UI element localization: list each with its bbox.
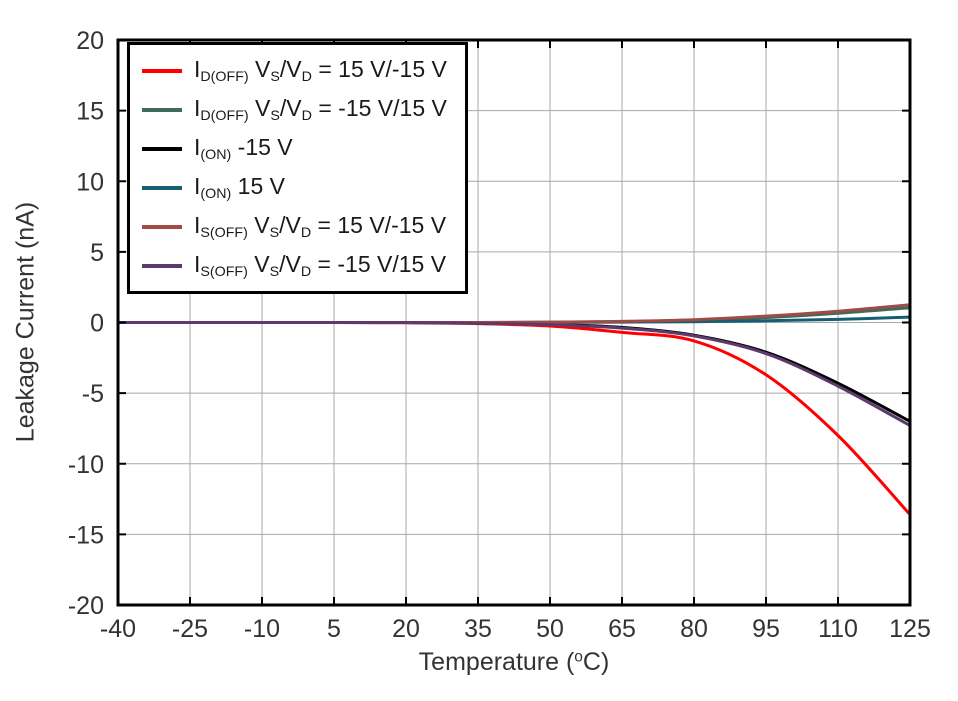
legend-swatch: [142, 263, 182, 268]
x-tick-label: -25: [172, 615, 208, 643]
legend-label: ID(OFF) VS/VD = -15 V/15 V: [194, 95, 447, 124]
label-subscript: D: [301, 107, 312, 124]
label-text: /V: [279, 56, 302, 82]
label-subscript: S(OFF): [200, 263, 248, 280]
label-text: V: [248, 95, 271, 121]
label-text: I: [194, 134, 201, 160]
x-tick-label: -10: [244, 615, 280, 643]
legend-label: I(ON) 15 V: [194, 173, 285, 202]
x-tick-label: 65: [608, 615, 636, 643]
y-tick-label: 15: [76, 98, 104, 126]
x-tick-label: 50: [536, 615, 564, 643]
label-subscript: S: [270, 107, 280, 124]
label-text: /V: [279, 251, 301, 277]
label-text: I: [194, 95, 201, 121]
label-text: 15 V: [231, 173, 285, 199]
legend-label: I(ON) -15 V: [194, 134, 293, 163]
legend-label: ID(OFF) VS/VD = 15 V/-15 V: [194, 56, 447, 85]
x-tick-label: -40: [100, 615, 136, 643]
legend-swatch: [142, 146, 182, 151]
label-text: I: [194, 173, 201, 199]
x-axis-title: Temperature (oC): [419, 648, 610, 677]
label-subscript: D: [300, 224, 312, 241]
label-subscript: S(OFF): [200, 224, 248, 241]
x-tick-label: 125: [889, 615, 931, 643]
legend-swatch: [142, 185, 182, 190]
legend-item: I(ON) -15 V: [142, 129, 447, 168]
label-subscript: D: [300, 263, 312, 280]
legend-swatch: [142, 107, 182, 112]
label-superscript: o: [574, 648, 583, 666]
label-text: -15 V: [231, 134, 293, 160]
series-line-5: [116, 320, 912, 428]
y-axis-title: Leakage Current (nA): [11, 201, 40, 443]
x-tick-label: 20: [392, 615, 420, 643]
x-tick-label: 80: [680, 615, 708, 643]
label-text: = 15 V/-15 V: [311, 212, 447, 238]
label-subscript: D(OFF): [200, 107, 249, 124]
label-text: V: [247, 212, 270, 238]
tick-labels: -40 -25 -10 5 20 35 50 65 80 95 110 125 -20 -15 -10 -5 0…: [68, 27, 931, 643]
legend-label: IS(OFF) VS/VD = 15 V/-15 V: [194, 212, 446, 241]
y-tick-label: -10: [68, 451, 104, 479]
x-tick-label: 110: [818, 615, 858, 643]
legend-item: ID(OFF) VS/VD = -15 V/15 V: [142, 90, 447, 129]
legend-item: I(ON) 15 V: [142, 168, 447, 207]
label-text: = -15 V/15 V: [311, 95, 447, 121]
label-text: I: [194, 212, 201, 238]
label-text: /V: [279, 95, 302, 121]
label-subscript: S: [270, 68, 280, 85]
y-tick-label: 5: [90, 239, 104, 267]
legend-label: IS(OFF) VS/VD = -15 V/15 V: [194, 251, 446, 280]
label-subscript: D(OFF): [200, 68, 249, 85]
label-subscript: D: [301, 68, 312, 85]
label-subscript: (ON): [200, 185, 232, 202]
label-subscript: S: [269, 263, 280, 280]
label-text: I: [194, 56, 201, 82]
label-text: = -15 V/15 V: [311, 251, 447, 277]
y-tick-label: -15: [68, 521, 104, 549]
x-tick-label: 95: [752, 615, 780, 643]
legend-item: IS(OFF) VS/VD = 15 V/-15 V: [142, 207, 447, 246]
label-subscript: S: [269, 224, 280, 241]
label-text: I: [194, 251, 201, 277]
legend-swatch: [142, 68, 182, 73]
y-tick-label: 0: [90, 310, 104, 338]
label-text: C): [582, 648, 610, 676]
y-tick-label: 10: [76, 168, 104, 196]
y-tick-label: -20: [68, 592, 104, 620]
label-subscript: (ON): [200, 146, 232, 163]
x-tick-label: 5: [327, 615, 341, 643]
label-text: /V: [279, 212, 301, 238]
y-tick-label: -5: [82, 380, 104, 408]
label-text: V: [247, 251, 270, 277]
legend-swatch: [142, 224, 182, 229]
legend-item: ID(OFF) VS/VD = 15 V/-15 V: [142, 51, 447, 90]
label-text: V: [248, 56, 271, 82]
y-tick-label: 20: [76, 27, 104, 55]
chart-legend: ID(OFF) VS/VD = 15 V/-15 V ID(OFF) VS/VD …: [127, 42, 468, 294]
label-text: Temperature (: [418, 648, 575, 676]
label-text: = 15 V/-15 V: [311, 56, 447, 82]
legend-item: IS(OFF) VS/VD = -15 V/15 V: [142, 246, 447, 285]
x-tick-label: 35: [464, 615, 492, 643]
